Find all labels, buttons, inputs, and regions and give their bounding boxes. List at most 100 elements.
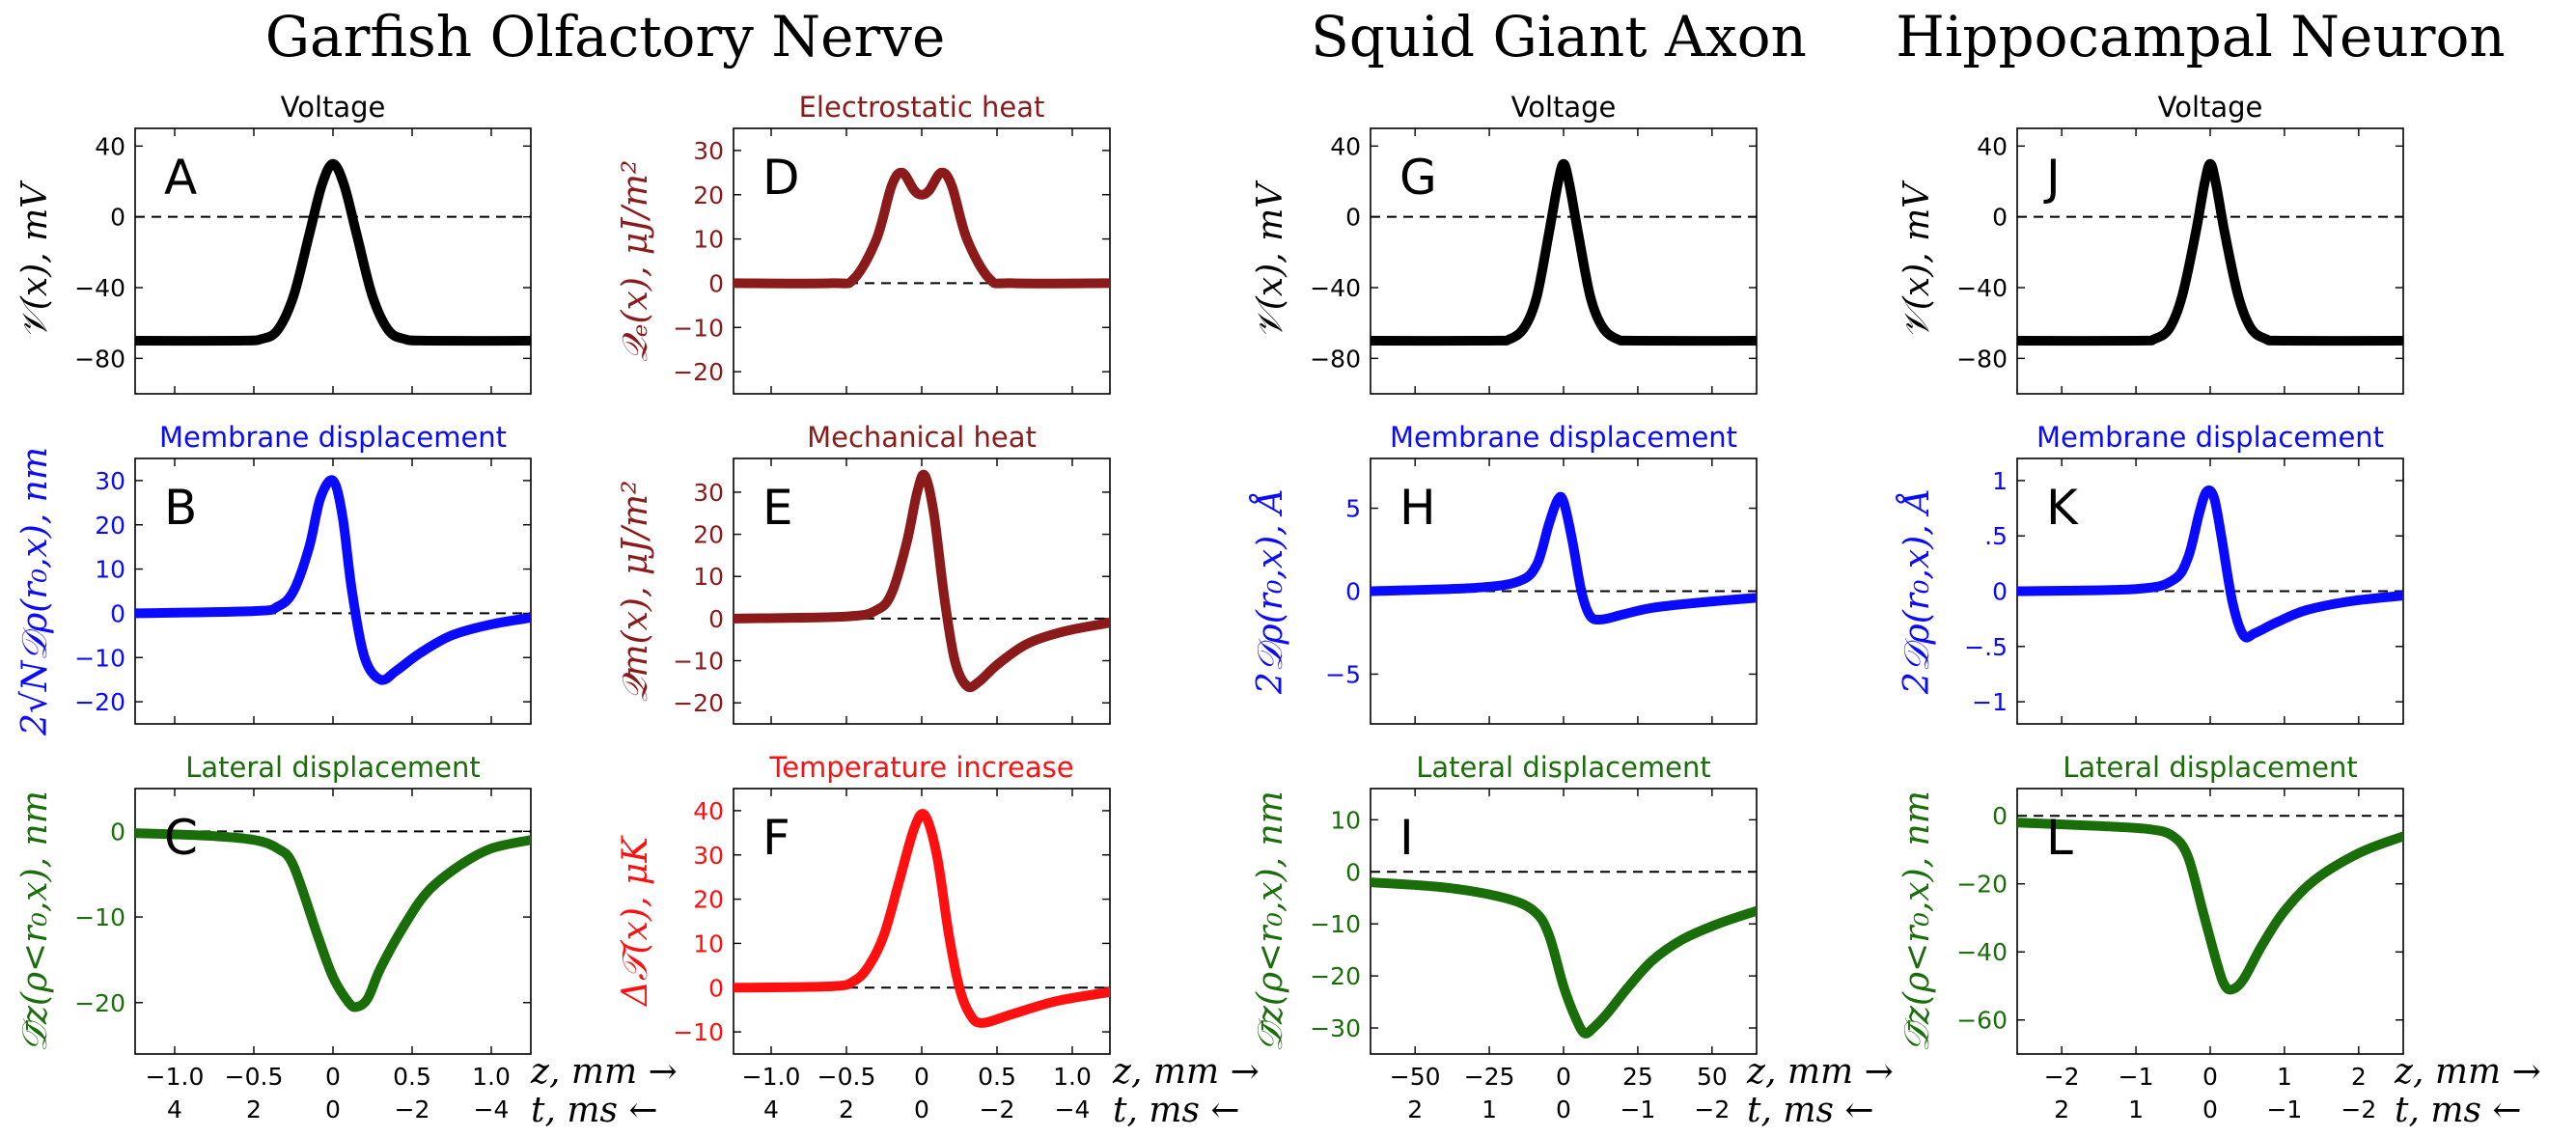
- t-tick-label: 0: [914, 1095, 929, 1123]
- t-tick-label: −1: [2266, 1095, 2302, 1123]
- series-line-g: [1371, 158, 1757, 347]
- y-tick-label: 30: [693, 479, 724, 507]
- y-tick-label: −60: [1956, 1007, 2008, 1035]
- y-tick-label: 0: [110, 818, 125, 846]
- y-tick-label: −1: [1972, 688, 2008, 716]
- series-line-d: [734, 167, 1110, 289]
- x-tick-label: −2: [2044, 1063, 2080, 1091]
- x-tick-label: −1.0: [146, 1063, 205, 1091]
- panel-letter-h: H: [1399, 480, 1436, 536]
- panel-title-d: Electrostatic heat: [799, 91, 1045, 124]
- series-line-a: [135, 158, 531, 347]
- y-axis-label-b: 2√N𝒟ρ(r₀,x), nm: [15, 447, 55, 736]
- x-tick-label: −25: [1464, 1063, 1515, 1091]
- y-tick-label: −20: [74, 989, 125, 1017]
- chart-panel-e: 30 20 10 0 −10 −20 Mechanical heat E 𝒬m(x), μJ/m…: [616, 421, 1111, 725]
- chart-panel-d: 30 20 10 0 −10 −20 Electrostatic heat D 𝒬ₑ(x), μ…: [616, 91, 1111, 395]
- t-tick-label: 2: [1407, 1095, 1423, 1123]
- y-axis-label-f: Δ𝒯(x), μK: [616, 835, 655, 1008]
- y-axis-label-d: 𝒬ₑ(x), μJ/m²: [616, 160, 655, 363]
- panel-title-l: Lateral displacement: [2063, 751, 2358, 784]
- panel-letter-b: B: [164, 480, 197, 536]
- panel-title-g: Voltage: [1511, 91, 1617, 124]
- axis-labels: z, mm → t, ms ← z, mm → t, ms ← z, mm → …: [530, 1052, 2541, 1130]
- y-tick-label: 0: [1345, 858, 1361, 886]
- y-tick-label: 0: [1992, 578, 2008, 606]
- t-axis-label-2: t, ms ←: [1113, 1091, 1240, 1130]
- y-tick-label: −80: [1956, 345, 2008, 373]
- t-tick-label: −4: [474, 1095, 510, 1123]
- chart-panel-c: 0 −10 −20 −1.0 4 −0.5 2 0 0 0.5 −2 1.0 −4 Lateral dis…: [15, 751, 532, 1123]
- t-tick-label: 1: [1482, 1095, 1497, 1123]
- y-tick-label: −20: [1310, 962, 1361, 990]
- panel-title-k: Membrane displacement: [2036, 421, 2384, 454]
- x-tick-label: 2: [2351, 1063, 2367, 1091]
- y-tick-label: 20: [693, 181, 724, 209]
- panel-letter-c: C: [164, 810, 198, 866]
- y-tick-label: 10: [95, 556, 125, 584]
- x-tick-label: 1: [2277, 1063, 2292, 1091]
- z-axis-label-4: z, mm →: [2394, 1052, 2541, 1092]
- x-tick-label: 50: [1697, 1063, 1728, 1091]
- y-tick-label: 30: [693, 137, 724, 165]
- chart-panel-g: 40 0 −40 −80 Voltage G 𝒱(x), mV: [1251, 91, 1758, 395]
- x-tick-label: 1.0: [1053, 1063, 1092, 1091]
- t-axis-label-3: t, ms ←: [1747, 1091, 1874, 1130]
- y-tick-label: 30: [95, 467, 125, 495]
- panel-title-j: Voltage: [2158, 91, 2263, 124]
- chart-panel-a: 40 0 −40 −80 Voltage A 𝒱(x), mV: [15, 91, 532, 395]
- y-tick-label: 0: [110, 599, 125, 627]
- x-tick-label: −1.0: [742, 1063, 801, 1091]
- x-tick-label: 0: [2202, 1063, 2218, 1091]
- y-tick-label: 10: [693, 563, 724, 591]
- x-tick-label: 0.5: [978, 1063, 1016, 1091]
- y-tick-label: −10: [673, 648, 724, 676]
- y-tick-label: 0: [708, 974, 724, 1002]
- x-tick-label: −50: [1390, 1063, 1441, 1091]
- y-axis-label-e: 𝒬m(x), μJ/m²: [616, 481, 655, 703]
- y-tick-label: −10: [673, 1018, 724, 1046]
- series-line-j: [2017, 158, 2403, 347]
- panel-letter-a: A: [164, 150, 197, 206]
- panel-letter-j: J: [2043, 150, 2061, 206]
- chart-panel-b: 30 20 10 0 −10 −20 Membrane displacement B 2√N𝒟ρ…: [15, 421, 532, 736]
- y-axis-label-i: 𝒟̄z(ρ<r₀,x), nm: [1251, 790, 1290, 1052]
- y-tick-label: −40: [1956, 274, 2008, 302]
- y-tick-label: 0: [708, 269, 724, 297]
- panel-title-e: Mechanical heat: [807, 421, 1037, 454]
- y-tick-label: −10: [1310, 910, 1361, 938]
- panel-title-f: Temperature increase: [768, 751, 1073, 784]
- x-tick-label: 0: [1556, 1063, 1571, 1091]
- y-tick-label: 0: [1345, 204, 1361, 232]
- y-tick-label: 40: [1977, 132, 2008, 160]
- y-tick-label: −20: [74, 688, 125, 716]
- z-axis-label-3: z, mm →: [1746, 1052, 1894, 1092]
- y-axis-label-h: 2𝒟ρ(r₀,x), Å: [1250, 488, 1290, 695]
- y-tick-label: −20: [673, 689, 724, 717]
- y-tick-label: 10: [693, 226, 724, 254]
- series-line-l: [2017, 818, 2403, 995]
- panel-title-i: Lateral displacement: [1416, 751, 1711, 784]
- t-tick-label: 0: [1556, 1095, 1571, 1123]
- t-tick-label: 0: [2202, 1095, 2218, 1123]
- y-axis-label-c: 𝒟̄z(ρ<r₀,x), nm: [15, 790, 55, 1052]
- panel-letter-k: K: [2046, 480, 2079, 536]
- section-title-squid: Squid Giant Axon: [1311, 4, 1807, 69]
- y-tick-label: 0: [1992, 204, 2008, 232]
- series-line-h: [1371, 491, 1757, 625]
- x-tick-label: −1: [2119, 1063, 2154, 1091]
- y-tick-label: 20: [693, 886, 724, 914]
- series-line-f: [734, 809, 1110, 1028]
- x-tick-label: −0.5: [225, 1063, 284, 1091]
- y-tick-label: −10: [74, 644, 125, 672]
- t-tick-label: −4: [1055, 1095, 1091, 1123]
- x-tick-label: −0.5: [817, 1063, 876, 1091]
- series-line-i: [1371, 877, 1757, 1039]
- series-line-k: [2017, 485, 2403, 643]
- panel-letter-g: G: [1399, 150, 1437, 206]
- y-tick-label: −.5: [1964, 633, 2008, 661]
- y-tick-label: 1: [1992, 467, 2008, 495]
- y-tick-label: 40: [1330, 132, 1361, 160]
- chart-panel-f: 403020100−10−1.04−0.52000.5−21.0−4Temper…: [616, 751, 1111, 1123]
